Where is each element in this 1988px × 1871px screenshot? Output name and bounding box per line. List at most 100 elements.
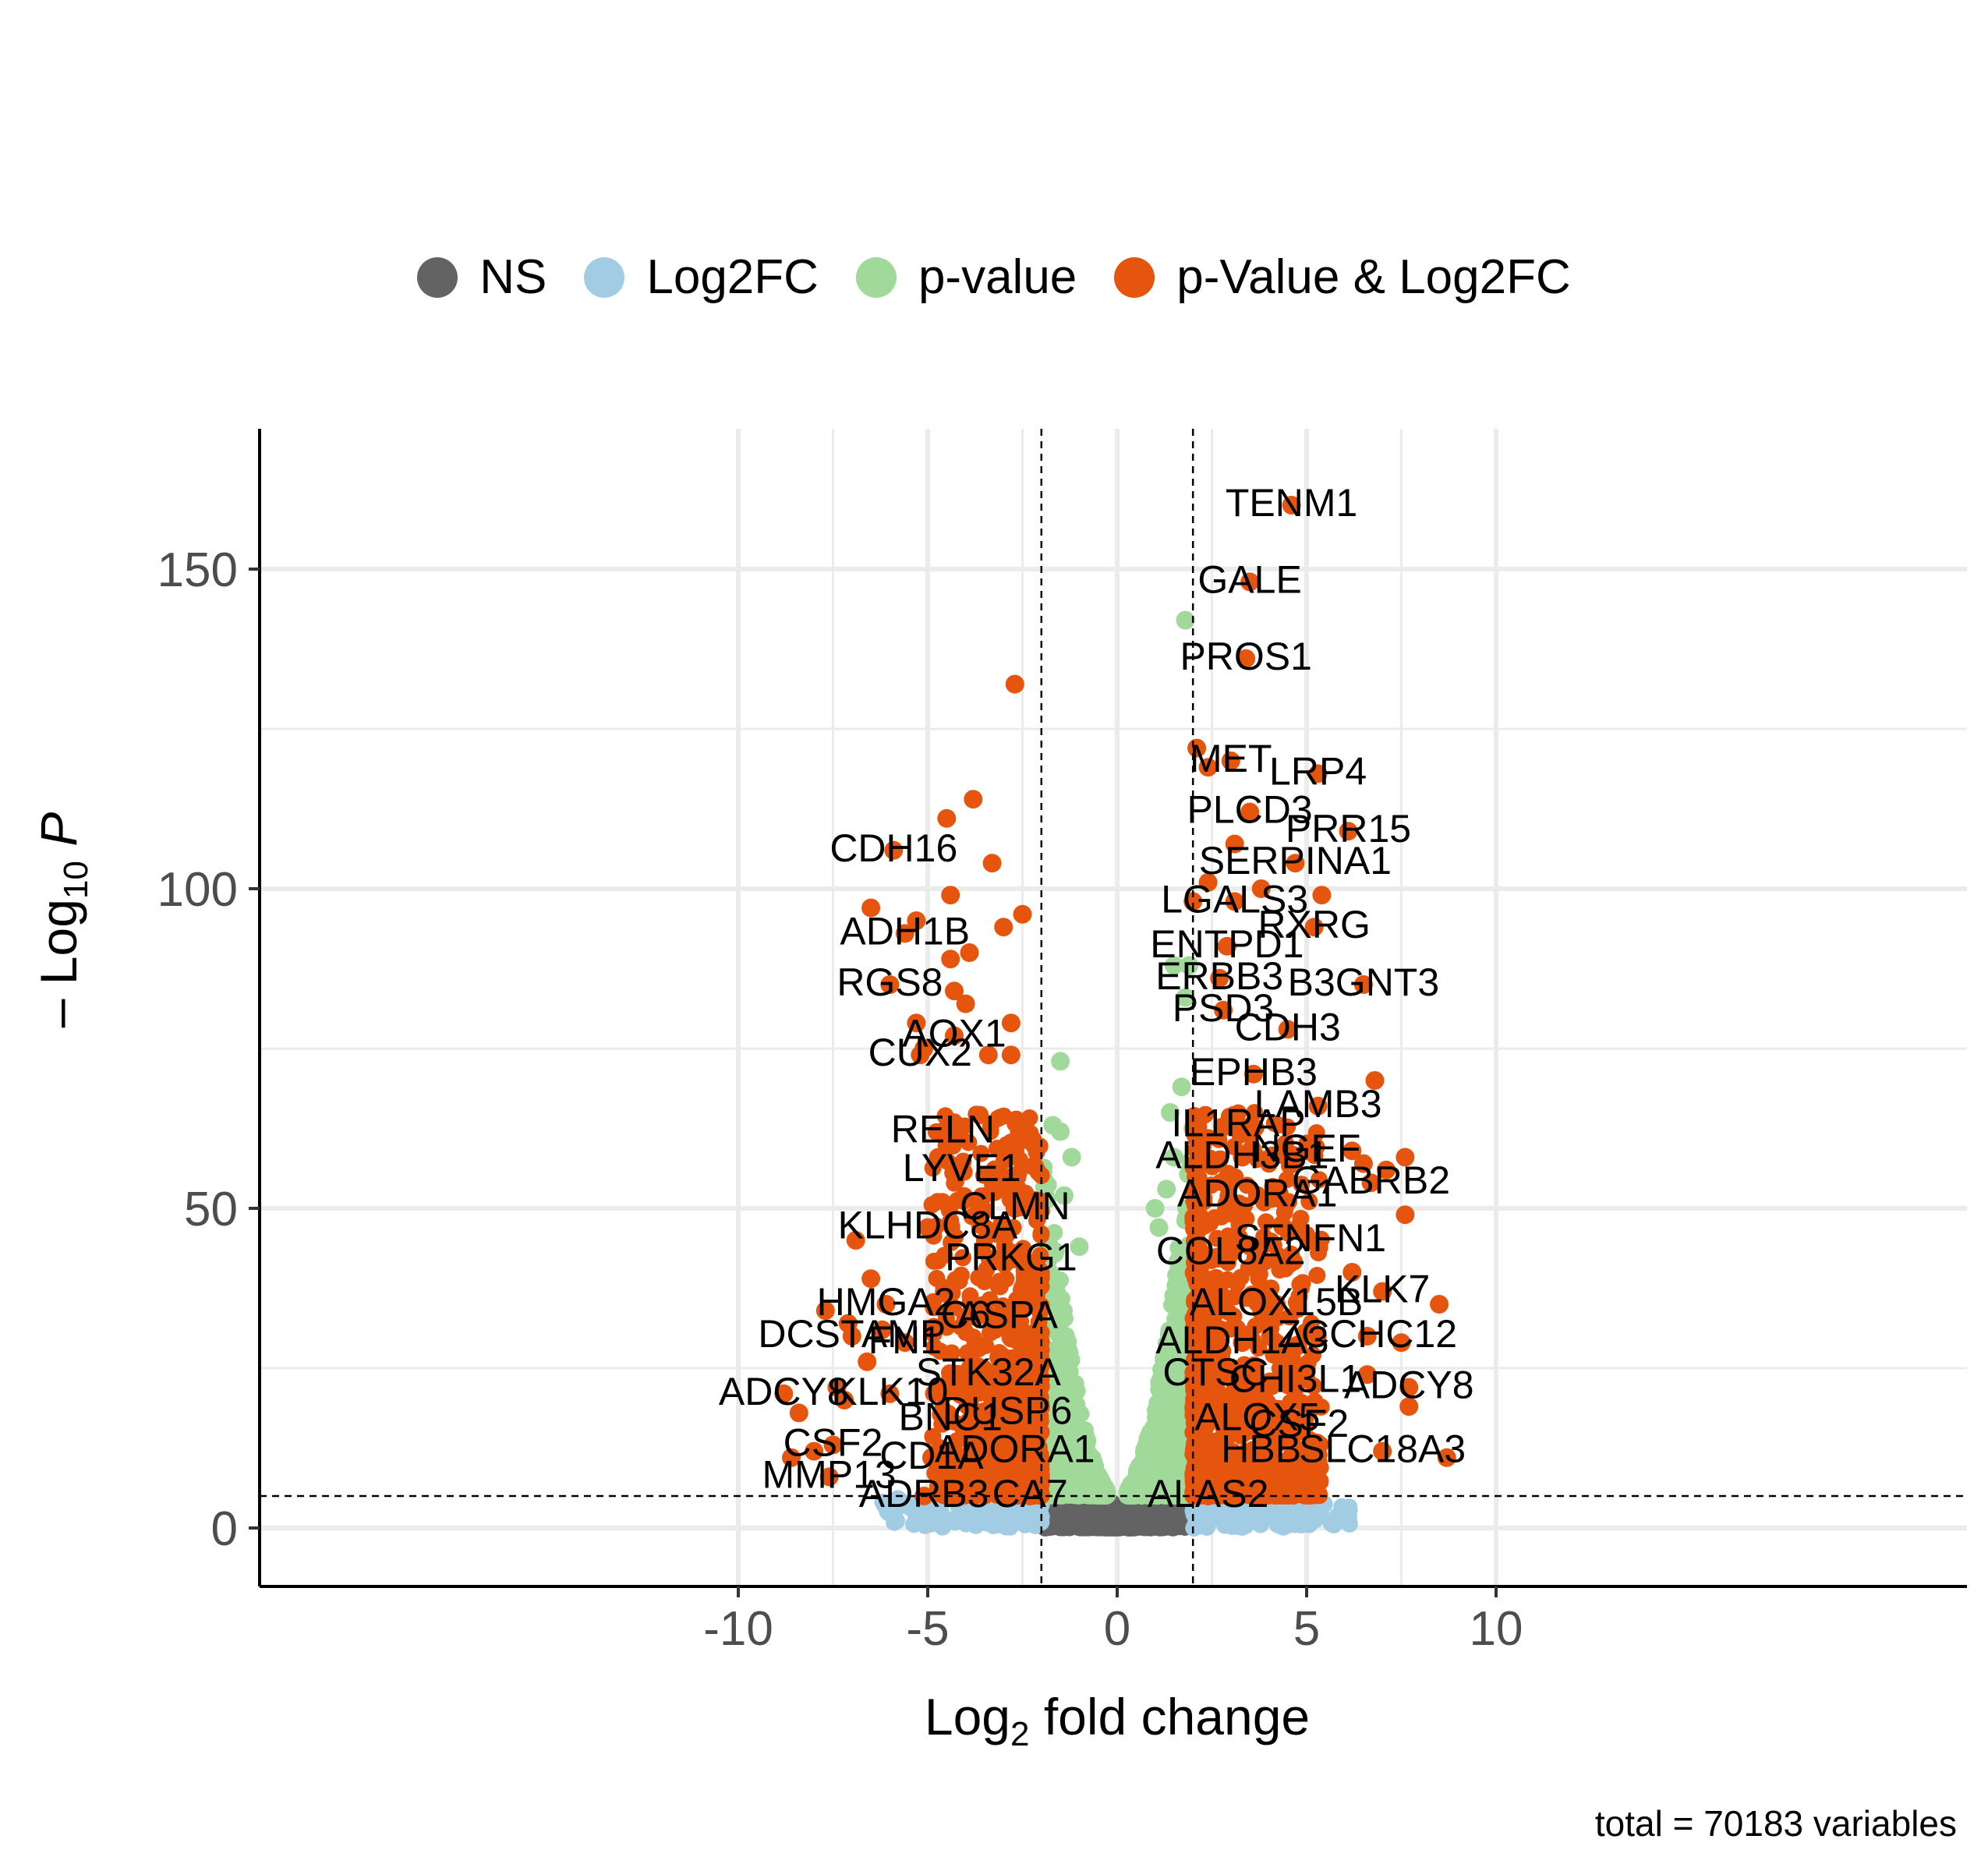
ns-point: [1067, 1505, 1085, 1523]
significant-point: [1305, 1378, 1323, 1395]
significant-point: [995, 1107, 1013, 1125]
legend-label: p-value: [918, 250, 1077, 304]
significant-point: [1013, 904, 1032, 924]
legend-item: p-Value & Log2FC: [1114, 249, 1571, 305]
pvalue-point: [1049, 1297, 1067, 1314]
x-tick-label: 0: [1104, 1602, 1130, 1656]
significant-point: [1312, 886, 1332, 905]
gene-label: CHI3L1: [1229, 1356, 1362, 1400]
y-axis-label: – Log10 P: [30, 812, 95, 1027]
gene-label: HBB: [1221, 1427, 1301, 1471]
y-tick-label: 100: [157, 863, 238, 917]
y-tick-label: 50: [184, 1183, 238, 1236]
legend-swatch: [855, 256, 897, 298]
log2fc-point: [1282, 1516, 1300, 1533]
significant-point: [1189, 1449, 1207, 1467]
pvalue-point: [1144, 1487, 1162, 1505]
significant-point: [1017, 1334, 1035, 1352]
major-gridlines: [260, 429, 1967, 1586]
pvalue-point: [1119, 1487, 1137, 1505]
gene-label: CDH16: [830, 826, 957, 870]
legend-label: NS: [479, 250, 547, 304]
threshold-lines: [260, 429, 1967, 1586]
log2fc-point: [1017, 1508, 1035, 1526]
gene-label: B3GNT3: [1288, 960, 1440, 1004]
pvalue-point: [1161, 1400, 1179, 1418]
significant-point: [1309, 1484, 1327, 1502]
ns-point: [1150, 1512, 1168, 1529]
significant-point: [941, 886, 960, 905]
significant-point: [956, 994, 975, 1013]
pvalue-point: [1069, 1421, 1087, 1439]
pvalue-point: [1161, 1334, 1179, 1352]
legend-swatch: [584, 256, 625, 298]
log2fc-point: [925, 1500, 943, 1518]
significant-point: [1395, 1205, 1415, 1225]
pvalue-point: [1057, 1472, 1075, 1490]
significant-point: [1062, 1148, 1081, 1167]
pvalue-point: [1168, 1451, 1186, 1469]
gene-label: SLC18A3: [1299, 1427, 1466, 1471]
pvalue-point: [1154, 1374, 1172, 1392]
significant-point: [1005, 674, 1024, 694]
log2fc-point: [1223, 1518, 1241, 1535]
ns-point: [1100, 1510, 1118, 1527]
pvalue-point: [1141, 1443, 1159, 1461]
significant-point: [982, 854, 1002, 873]
legend-item: Log2FC: [584, 249, 819, 305]
significant-point: [994, 918, 1013, 937]
significant-point: [1029, 1163, 1047, 1181]
gene-label: ADH1B: [840, 909, 970, 953]
pvalue-point: [1057, 1327, 1075, 1345]
gene-label: ADCY8: [1344, 1363, 1474, 1407]
significant-point: [1031, 1247, 1049, 1264]
gene-label: PRKG1: [945, 1236, 1077, 1279]
x-tick-label: -5: [906, 1602, 949, 1656]
data-points: [774, 496, 1456, 1537]
x-tick-label: -10: [703, 1602, 773, 1656]
log2fc-point: [982, 1504, 999, 1521]
ns-point: [1053, 1502, 1071, 1520]
ns-point: [1081, 1514, 1098, 1532]
pvalue-point: [1167, 1266, 1185, 1284]
gene-label: PROS1: [1180, 635, 1312, 678]
gene-label: AOX1: [902, 1012, 1006, 1056]
significant-point: [1172, 1077, 1191, 1097]
gene-label: ADORA1: [1177, 1172, 1338, 1215]
legend-swatch: [1114, 256, 1155, 298]
gene-label: GALE: [1197, 557, 1301, 601]
log2fc-point: [1187, 1502, 1204, 1520]
significant-point: [1157, 1180, 1176, 1199]
significant-point: [929, 1252, 947, 1270]
log2fc-point: [878, 1500, 896, 1517]
gene-label: LYVE1: [903, 1146, 1021, 1190]
pvalue-point: [1052, 1367, 1070, 1385]
gene-label: CA7: [992, 1472, 1068, 1516]
gene-label: ADRB3: [859, 1472, 989, 1516]
significant-point: [1145, 1199, 1165, 1218]
x-axis-label: Log2 fold change: [925, 1688, 1310, 1753]
legend-label: p-Value & Log2FC: [1176, 250, 1571, 304]
gene-label: ADORA1: [935, 1427, 1095, 1471]
log2fc-point: [1338, 1508, 1356, 1526]
significant-point: [1176, 610, 1195, 630]
legend: NS Log2FC p-value p-Value & Log2FC: [0, 249, 1988, 305]
minor-gridlines: [260, 429, 1967, 1586]
significant-point: [1300, 1193, 1318, 1211]
pvalue-point: [1151, 1458, 1168, 1476]
significant-point: [964, 790, 983, 809]
gene-label: ADCY8: [719, 1370, 849, 1413]
gene-label: MET: [1190, 737, 1272, 780]
significant-point: [1051, 1052, 1070, 1071]
gene-label: RELN: [891, 1108, 995, 1151]
pvalue-point: [1169, 1478, 1187, 1496]
log2fc-point: [1253, 1511, 1271, 1529]
ns-point: [1117, 1512, 1135, 1530]
pvalue-point: [1144, 1419, 1162, 1437]
log2fc-point: [889, 1490, 907, 1508]
ns-point: [1170, 1518, 1188, 1536]
x-tick-label: 5: [1293, 1602, 1320, 1656]
legend-label: Log2FC: [646, 250, 819, 304]
log2fc-point: [1325, 1516, 1342, 1533]
